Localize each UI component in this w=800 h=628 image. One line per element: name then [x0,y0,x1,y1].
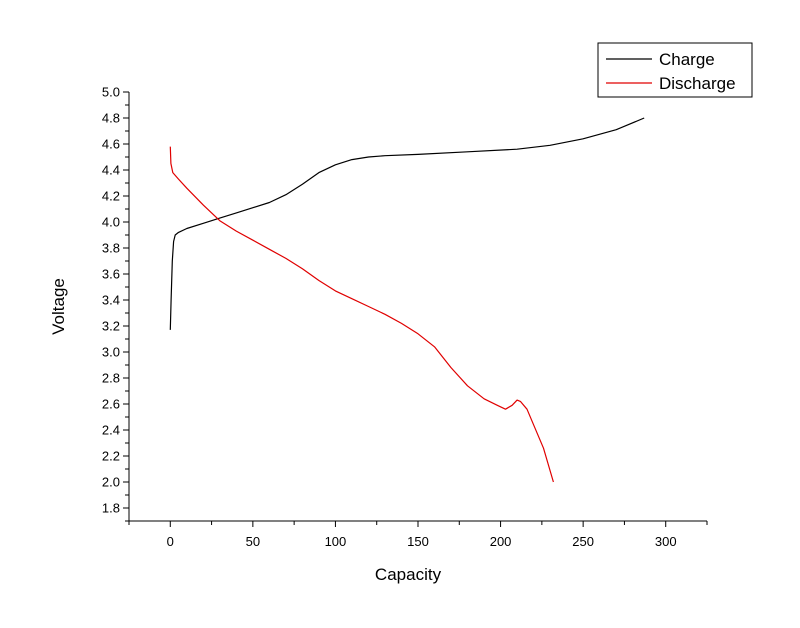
x-tick-label: 250 [572,534,594,549]
y-tick-label: 4.0 [102,215,120,230]
legend-label-charge: Charge [659,50,715,69]
y-tick-label: 3.2 [102,319,120,334]
x-tick-label: 50 [246,534,260,549]
series-layer [169,117,645,483]
x-axis: 0 50 100 150 200 250 300 [128,521,708,549]
x-tick-label: 100 [325,534,347,549]
plot-frame [128,92,707,522]
y-tick-label: 4.8 [102,111,120,126]
series-line-discharge [169,146,554,483]
legend-box [597,42,753,98]
x-tick-label: 300 [655,534,677,549]
y-tick-label: 2.4 [102,423,120,438]
y-axis-title: Voltage [49,278,68,335]
y-tick-label: 4.4 [102,163,120,178]
y-tick-label: 3.6 [102,267,120,282]
y-tick-label: 3.8 [102,241,120,256]
y-tick-label: 2.0 [102,475,120,490]
y-tick-label: 4.6 [102,137,120,152]
y-tick-label: 2.8 [102,371,120,386]
series-line-charge [169,117,645,330]
y-tick-label: 3.0 [102,345,120,360]
y-tick-label: 2.6 [102,397,120,412]
x-axis-title: Capacity [375,565,442,584]
y-tick-label: 4.2 [102,189,120,204]
y-tick-label: 1.8 [102,501,120,516]
x-tick-label: 150 [407,534,429,549]
y-axis: 1.8 2.0 2.2 2.4 2.6 2.8 3.0 3.2 3.4 3.6 3.8 4.0 4.2 4… [102,85,129,522]
x-tick-label: 200 [490,534,512,549]
legend: Charge Discharge [597,42,753,98]
y-tick-label: 2.2 [102,449,120,464]
legend-label-discharge: Discharge [659,74,736,93]
y-tick-label: 3.4 [102,293,120,308]
y-tick-label: 5.0 [102,85,120,100]
x-tick-label: 0 [167,534,174,549]
